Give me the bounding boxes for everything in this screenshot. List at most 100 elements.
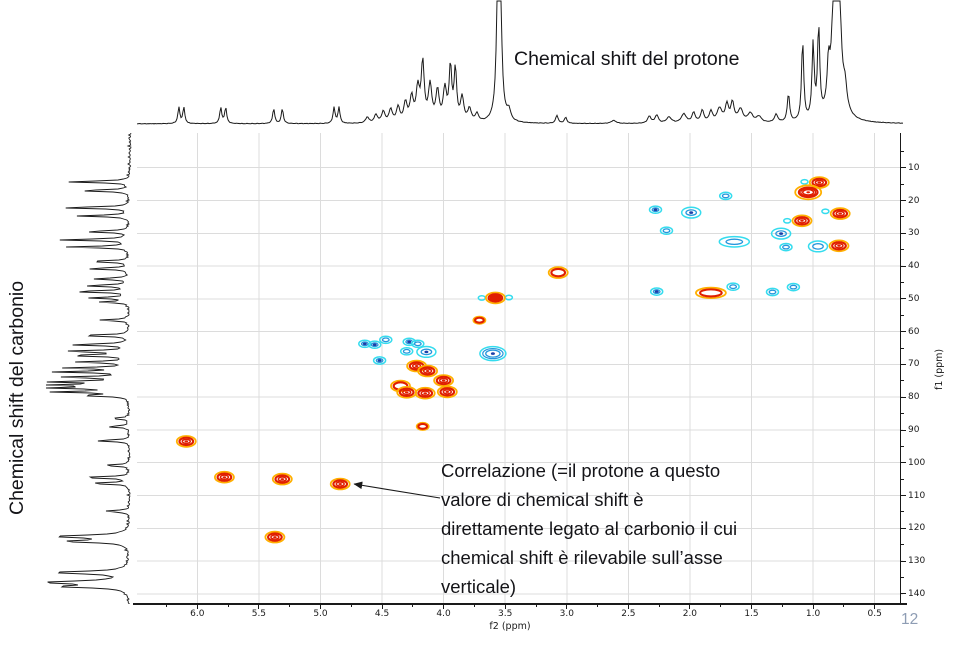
ring-red-inner	[219, 474, 230, 481]
ring-cyan	[779, 242, 793, 252]
ring-red-inner	[814, 179, 825, 186]
ring-cyan	[504, 294, 514, 301]
center-dot	[689, 211, 694, 214]
contour-spot-red	[433, 374, 455, 387]
contour-spot-cyan	[779, 242, 793, 252]
center-dot	[425, 370, 430, 372]
ring-cyan	[786, 282, 801, 292]
ring-orange	[695, 286, 727, 299]
f1-tick-label: 140	[908, 588, 926, 599]
contour-spot-red	[396, 385, 418, 399]
f1-tick-label: 80	[908, 392, 920, 403]
ring-red	[398, 387, 415, 398]
contour-spot-cyan	[821, 208, 830, 215]
ring-blue	[370, 342, 379, 348]
ring-red-inner	[401, 389, 412, 396]
f1-axis-label: f1 (ppm)	[934, 348, 945, 390]
contour-spot-red	[175, 435, 197, 448]
ring-cyan	[718, 235, 751, 248]
f2-major-tick	[751, 604, 752, 609]
ring-red	[439, 387, 456, 397]
contour-spot-red	[695, 286, 727, 299]
ring-orange	[547, 266, 569, 279]
ring-red	[797, 186, 819, 199]
ring-blue	[721, 193, 730, 199]
contour-spot-cyan	[649, 287, 664, 296]
ring-red-inner	[801, 188, 815, 196]
ring-blue	[485, 349, 501, 358]
ring-cyan	[379, 335, 393, 345]
ring-red-inner	[835, 210, 845, 217]
ring-cyan	[782, 217, 792, 224]
ring-orange	[484, 291, 506, 305]
ring-blue	[662, 228, 671, 234]
f2-major-tick	[812, 604, 814, 609]
ring-cyan	[821, 208, 830, 215]
ring-red	[550, 267, 567, 278]
page-number: 12	[901, 611, 919, 628]
contour-spot-cyan	[726, 282, 740, 292]
ring-cyan	[411, 339, 425, 349]
carbon-axis-title: Chemical shift del carbonio	[6, 280, 28, 515]
center-dot	[423, 392, 427, 395]
ring-red-inner	[420, 390, 430, 397]
ring-cyan	[358, 339, 372, 349]
f2-major-tick	[874, 604, 876, 609]
f1-tick-label: 60	[908, 326, 920, 337]
contour-spot-cyan	[765, 287, 780, 297]
ring-red	[216, 472, 233, 482]
ring-orange	[264, 530, 286, 544]
ring-red	[274, 474, 291, 484]
contour-spot-red	[791, 214, 813, 228]
f2-major-tick	[320, 604, 321, 609]
contour-spot-red	[417, 364, 439, 378]
f2-minor-tick	[535, 604, 537, 607]
contour-spot-cyan	[786, 282, 801, 292]
ring-red-inner	[422, 368, 433, 374]
f2-minor-tick	[412, 604, 414, 607]
ring-blue	[652, 289, 661, 295]
contour-spot-cyan	[680, 206, 702, 219]
ring-red	[267, 532, 283, 542]
f2-tick-label: 4.0	[436, 609, 451, 619]
ring-cyan	[479, 345, 507, 362]
f2-minor-tick	[350, 604, 352, 607]
center-dot	[837, 244, 841, 247]
ring-red-inner	[834, 242, 844, 249]
contour-spot-cyan	[504, 294, 514, 301]
ring-blue	[413, 341, 422, 347]
contour-spot-cyan	[399, 346, 414, 356]
f2-tick-label: 4.5	[374, 609, 390, 619]
f1-tick-label: 70	[908, 359, 920, 370]
contour-spot-cyan	[648, 205, 663, 215]
contour-spot-cyan	[770, 227, 792, 240]
f2-tick-label: 2.0	[682, 609, 698, 619]
center-dot	[273, 536, 277, 539]
f1-tick-label: 100	[908, 457, 926, 468]
ring-red	[794, 216, 810, 226]
proton-axis-title: Chemical shift del protone	[514, 48, 740, 70]
center-dot	[407, 340, 412, 344]
contour-spot-red	[214, 470, 235, 484]
ring-red	[419, 366, 436, 376]
f1-tick-label: 130	[908, 556, 926, 567]
ring-red-inner	[438, 377, 449, 384]
f2-tick-label: 1.5	[744, 609, 759, 619]
f2-tick-label: 5.0	[313, 609, 328, 619]
ring-red-inner	[442, 389, 453, 395]
f2-axis-label: f2 (ppm)	[489, 621, 531, 632]
contour-spot-red	[828, 239, 850, 253]
ring-blue	[725, 238, 744, 246]
f2-tick-label: 3.0	[559, 609, 574, 619]
f1-tick-label: 50	[908, 293, 920, 304]
f2-minor-tick	[289, 604, 291, 607]
ring-cyan	[416, 345, 437, 359]
ring-orange	[794, 184, 823, 201]
ring-cyan	[770, 227, 792, 240]
ring-orange	[329, 477, 351, 491]
ring-orange	[472, 315, 487, 325]
f2-major-tick	[689, 604, 691, 609]
center-dot	[806, 191, 810, 194]
f2-major-tick	[196, 604, 198, 609]
ring-red-inner	[411, 363, 422, 369]
